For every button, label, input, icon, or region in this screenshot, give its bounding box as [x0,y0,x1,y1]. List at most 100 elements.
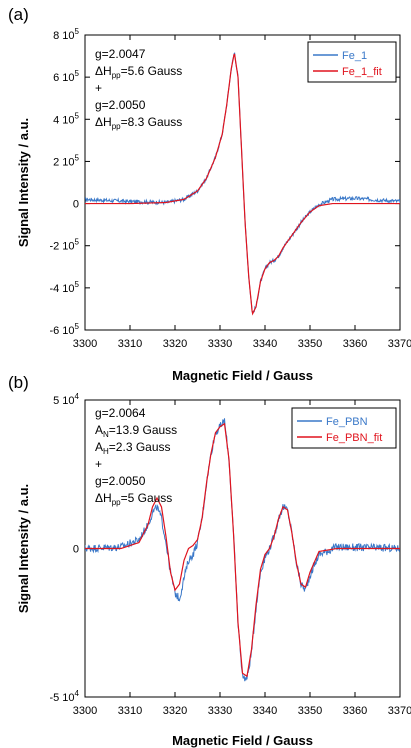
annotation-text: ΔH [95,64,112,78]
series-line-fe-1 [85,52,400,314]
legend-entry: Fe_1_fit [342,66,382,78]
x-tick-label: 3320 [163,705,187,717]
y-tick-base: 6 10 [53,72,74,84]
x-tick-label: 3370 [388,705,411,717]
legend-box [307,41,397,83]
panel-label: (b) [8,373,29,392]
annotation-line: ΔHpp=8.3 Gauss [95,115,182,131]
y-tick-label: 2 105 [53,153,79,168]
x-tick-label: 3340 [253,338,277,350]
annotation-subscript: N [103,430,109,439]
y-tick-base: 2 10 [53,156,74,168]
x-tick-label: 3330 [208,705,232,717]
series-line-fe-pbn-fit [85,422,400,678]
y-tick-base: 5 10 [53,395,74,407]
y-axis-label: Signal Intensity / a.u. [16,118,31,247]
x-axis-label: Magnetic Field / Gauss [172,368,313,383]
x-tick-label: 3340 [253,705,277,717]
annotation-line: g=2.0050 [95,98,146,112]
annotation-subscript: pp [112,498,121,507]
y-tick-base: 0 [73,544,79,556]
y-tick-base: -6 10 [49,325,74,337]
x-tick-label: 3360 [343,705,367,717]
legend-entry: Fe_PBN [326,416,368,428]
y-tick-label: 6 105 [53,69,79,84]
x-tick-label: 3300 [73,338,97,350]
series-line-fe-pbn [85,418,400,682]
y-tick-base: 8 10 [53,30,74,42]
x-tick-label: 3350 [298,705,322,717]
y-tick-label: 8 105 [53,27,79,42]
y-tick-label: -6 105 [49,322,79,337]
y-tick-base: -2 10 [49,241,74,253]
y-tick-label: 5 104 [53,392,79,407]
annotation-text: + [95,457,102,471]
annotation-value: =8.3 Gauss [121,115,183,129]
annotation-text: g=2.0047 [95,47,146,61]
y-tick-exponent: 5 [75,280,80,289]
x-tick-label: 3310 [118,338,142,350]
legend-entry: Fe_1 [342,50,367,62]
x-tick-label: 3370 [388,338,411,350]
annotation-text: g=2.0050 [95,474,146,488]
annotation-value: =5.6 Gauss [121,64,183,78]
y-tick-exponent: 5 [75,238,80,247]
annotation-text: A [95,423,103,437]
annotation-value: =2.3 Gauss [109,440,171,454]
y-tick-exponent: 4 [75,392,80,401]
y-tick-label: -2 105 [49,238,79,253]
x-tick-label: 3360 [343,338,367,350]
y-tick-base: -4 10 [49,283,74,295]
y-tick-label: -5 104 [49,689,79,704]
y-tick-label: 4 105 [53,111,79,126]
annotation-line: ΔHpp=5 Gauss [95,491,172,507]
x-tick-label: 3310 [118,705,142,717]
annotation-text: ΔH [95,491,112,505]
y-tick-base: -5 10 [49,692,74,704]
y-tick-label: -4 105 [49,280,79,295]
annotation-line: g=2.0050 [95,474,146,488]
annotation-line: AH=2.3 Gauss [95,440,171,456]
annotation-value: =13.9 Gauss [109,423,177,437]
annotation-line: + [95,457,102,471]
y-tick-exponent: 5 [75,111,80,120]
y-tick-label: 0 [73,544,79,556]
y-tick-exponent: 5 [75,69,80,78]
x-tick-label: 3350 [298,338,322,350]
legend-box [291,407,397,449]
y-tick-label: 0 [73,199,79,211]
legend: Fe_PBN Fe_PBN_fit [291,407,397,449]
y-tick-exponent: 5 [75,27,80,36]
y-tick-exponent: 4 [75,689,80,698]
annotation-text: + [95,81,102,95]
x-tick-label: 3330 [208,338,232,350]
annotation-line: g=2.0064 [95,406,146,420]
annotation-line: g=2.0047 [95,47,146,61]
annotation-line: ΔHpp=5.6 Gauss [95,64,182,80]
y-tick-exponent: 5 [75,322,80,331]
legend-entry: Fe_PBN_fit [326,432,382,444]
annotation-text: ΔH [95,115,112,129]
annotation-subscript: pp [112,122,121,131]
y-tick-exponent: 5 [75,153,80,162]
series-line-fe-1-fit [85,53,400,316]
annotation-subscript: pp [112,71,121,80]
annotation-subscript: H [103,447,109,456]
legend: Fe_1 Fe_1_fit [307,41,397,83]
annotation-line: AN=13.9 Gauss [95,423,177,439]
annotation-text: g=2.0064 [95,406,146,420]
annotation-text: A [95,440,103,454]
panel-label: (a) [8,5,29,24]
x-tick-label: 3320 [163,338,187,350]
y-tick-base: 4 10 [53,114,74,126]
annotation-line: + [95,81,102,95]
x-tick-label: 3300 [73,705,97,717]
y-axis-label: Signal Intensity / a.u. [16,484,31,613]
annotation-value: =5 Gauss [121,491,173,505]
x-axis-label: Magnetic Field / Gauss [172,733,313,748]
annotation-text: g=2.0050 [95,98,146,112]
y-tick-base: 0 [73,199,79,211]
